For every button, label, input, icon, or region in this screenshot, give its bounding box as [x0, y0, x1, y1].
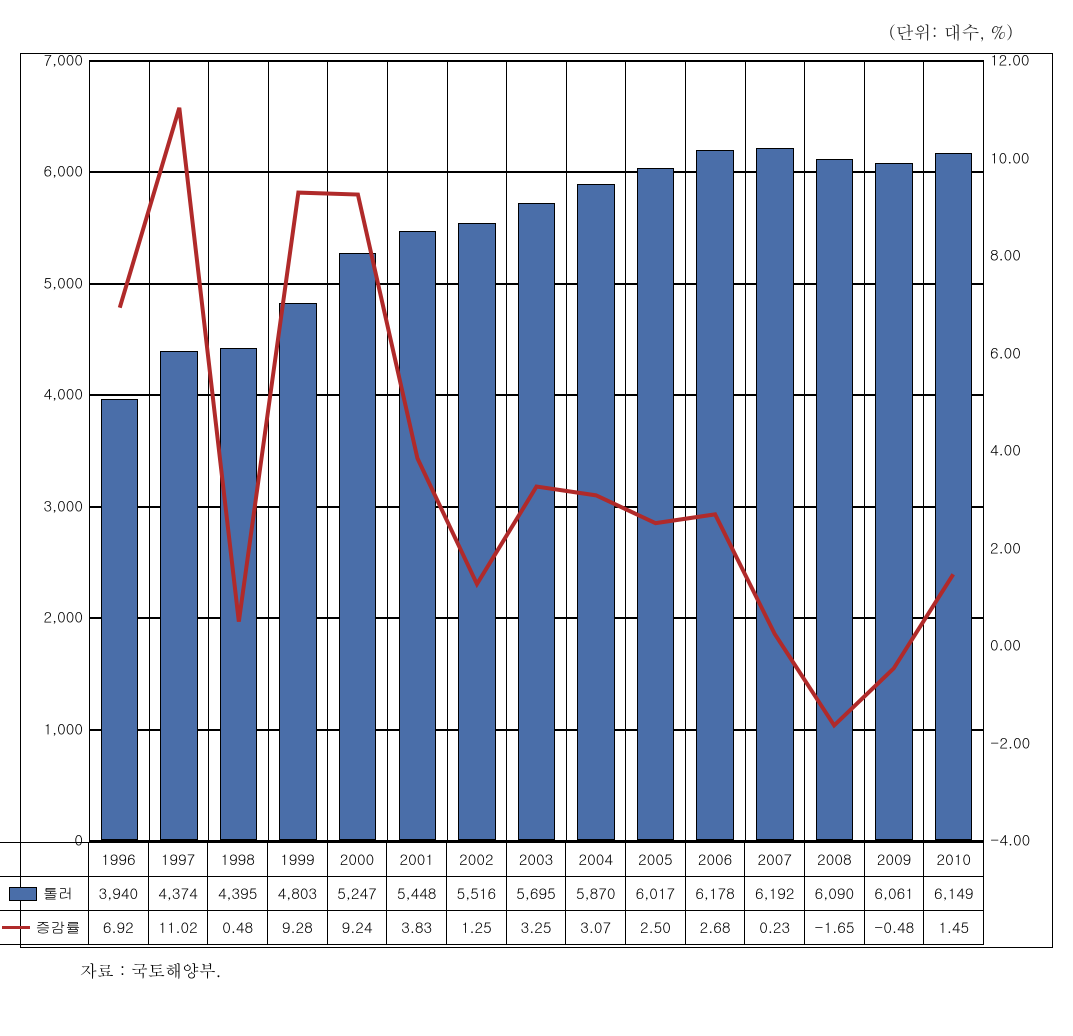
table-cell: 3.83	[387, 911, 447, 945]
y-right-tick: -2.00	[990, 732, 1030, 753]
y-left-tick: 0	[74, 830, 83, 851]
table-cell: 1996	[89, 842, 149, 877]
plot-area	[89, 60, 984, 842]
y-right-tick: 10.00	[990, 147, 1029, 168]
y-right-tick: 4.00	[990, 440, 1021, 461]
table-cell: 2010	[924, 842, 984, 877]
table-cell: 1.25	[447, 911, 507, 945]
table-cell: 5,870	[566, 877, 626, 911]
table-cell: 2001	[387, 842, 447, 877]
table-cell: 3,940	[89, 877, 149, 911]
table-cell: 6,149	[924, 877, 984, 911]
table-cell: 2000	[328, 842, 388, 877]
table-cell: 2009	[865, 842, 925, 877]
y-left-tick: 5,000	[44, 272, 83, 293]
table-cell: 6,017	[626, 877, 686, 911]
table-cell: -0.48	[865, 911, 925, 945]
data-table: 1996199719981999200020012002200320042005…	[0, 842, 1046, 945]
table-header-row: 1996199719981999200020012002200320042005…	[0, 842, 1046, 877]
table-row: 증감률 6.9211.020.489.289.243.831.253.253.07…	[0, 911, 1046, 945]
table-cell: 2002	[447, 842, 507, 877]
table-cell: 1.45	[924, 911, 984, 945]
growth-line	[120, 108, 953, 726]
y-left-tick: 6,000	[44, 161, 83, 182]
table-cell: 2.68	[686, 911, 746, 945]
y-right-tick: 2.00	[990, 537, 1021, 558]
table-row-label: 톨러	[0, 877, 89, 911]
table-cell: 9.28	[268, 911, 328, 945]
y-left-tick: 4,000	[44, 384, 83, 405]
table-cell: -1.65	[805, 911, 865, 945]
table-cell: 5,695	[507, 877, 567, 911]
y-right-tick: 8.00	[990, 245, 1021, 266]
y-axis-left: 7,0006,0005,0004,0003,0002,0001,0000	[27, 60, 89, 840]
y-left-tick: 2,000	[44, 607, 83, 628]
table-cell: 1997	[149, 842, 209, 877]
table-cell: 6,192	[745, 877, 805, 911]
source-label: 자료 : 국토해양부.	[80, 958, 1053, 982]
table-cell: 2003	[507, 842, 567, 877]
table-cell: 6.92	[89, 911, 149, 945]
table-cell: 2006	[686, 842, 746, 877]
table-cell: 0.23	[745, 911, 805, 945]
y-right-tick: 0.00	[990, 635, 1021, 656]
y-left-tick: 1,000	[44, 718, 83, 739]
table-cell: 9.24	[328, 911, 388, 945]
y-right-tick: 12.00	[990, 50, 1029, 71]
table-row: 톨러 3,9404,3744,3954,8035,2475,4485,5165,6…	[0, 877, 1046, 911]
table-cell: 4,395	[208, 877, 268, 911]
table-row-label: 증감률	[0, 911, 89, 945]
bar-series-name: 톨러	[43, 883, 73, 904]
table-cell: 4,803	[268, 877, 328, 911]
table-cell: 1998	[208, 842, 268, 877]
y-left-tick: 3,000	[44, 495, 83, 516]
table-cell: 6,090	[805, 877, 865, 911]
unit-label: (단위: 대수, %)	[20, 20, 1053, 45]
table-cell: 6,061	[865, 877, 925, 911]
bar-legend-icon	[9, 887, 37, 901]
table-cell: 0.48	[208, 911, 268, 945]
table-cell: 4,374	[149, 877, 209, 911]
chart-container: 7,000 6,000 5,000 4,000 3,000 2,000 1,000 0 -4.…	[20, 53, 1053, 948]
table-cell: 5,516	[447, 877, 507, 911]
y-right-tick: -4.00	[990, 830, 1030, 851]
table-cell: 1999	[268, 842, 328, 877]
line-series-name: 증감률	[36, 917, 81, 938]
y-axis-right: -4.00-2.000.002.004.006.008.0010.0012.00	[984, 60, 1046, 840]
table-cell: 5,448	[387, 877, 447, 911]
line-legend-icon	[2, 926, 30, 929]
table-cell: 11.02	[149, 911, 209, 945]
table-cell: 3.07	[566, 911, 626, 945]
table-cell: 5,247	[328, 877, 388, 911]
y-right-tick: 6.00	[990, 342, 1021, 363]
table-cell: 2005	[626, 842, 686, 877]
table-cell: 2007	[745, 842, 805, 877]
y-left-tick: 7,000	[44, 50, 83, 71]
table-cell: 2.50	[626, 911, 686, 945]
table-cell: 3.25	[507, 911, 567, 945]
table-cell: 2004	[566, 842, 626, 877]
table-cell: 6,178	[686, 877, 746, 911]
line-series	[90, 60, 983, 840]
table-cell: 2008	[805, 842, 865, 877]
